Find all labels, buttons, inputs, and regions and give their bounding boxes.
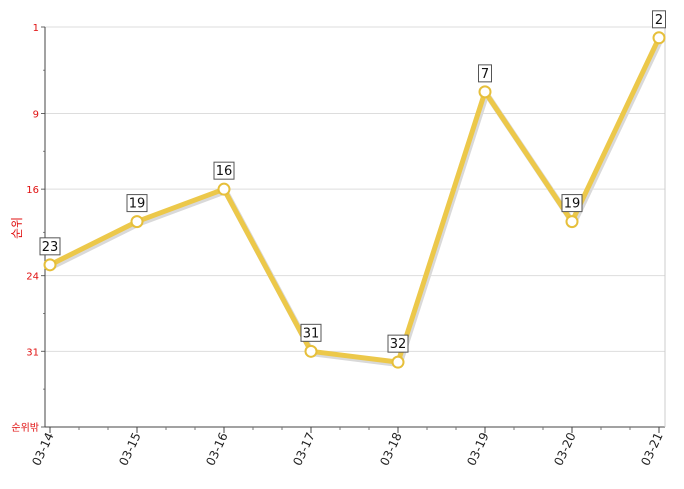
data-label: 19 [129, 197, 146, 212]
x-tick-label: 03-20 [551, 430, 578, 468]
y-tick-label: 16 [26, 185, 39, 196]
data-label-box [126, 194, 148, 213]
data-point [652, 31, 666, 45]
data-label: 2 [655, 13, 663, 28]
x-tick-label: 03-19 [464, 430, 491, 468]
data-label-box [300, 323, 322, 342]
x-tick-label: 03-15 [116, 430, 143, 468]
data-label: 16 [216, 164, 233, 179]
x-tick-label: 03-17 [290, 430, 317, 468]
data-label-box [213, 161, 235, 180]
y-tick-label: 1 [33, 23, 39, 34]
data-label-box [387, 334, 409, 353]
y-tick-label: 24 [26, 272, 39, 283]
data-label: 7 [481, 67, 489, 82]
data-point [217, 182, 231, 196]
data-point [478, 85, 492, 99]
x-tick-label: 03-21 [638, 430, 665, 468]
y-axis-title: 순위 [10, 217, 24, 239]
data-label: 23 [42, 240, 59, 255]
x-tick-label: 03-18 [377, 430, 404, 468]
data-label-box [652, 10, 666, 29]
data-label-box [478, 64, 492, 83]
data-point [304, 344, 318, 358]
data-point [391, 355, 405, 369]
data-label-box [561, 194, 583, 213]
data-label: 32 [390, 337, 407, 352]
x-tick-label: 03-16 [203, 430, 230, 468]
data-point [565, 215, 579, 229]
y-tick-label: 31 [26, 347, 39, 358]
series-line [47, 35, 662, 365]
data-label: 31 [303, 326, 320, 341]
x-tick-label: 03-14 [29, 430, 56, 468]
data-label-box [39, 237, 61, 256]
data-point [43, 258, 57, 272]
y-tick-label: 9 [33, 109, 39, 120]
y-tick-label: 순위밖 [11, 421, 39, 434]
data-label: 19 [564, 197, 581, 212]
data-point [130, 215, 144, 229]
grid-lines [45, 26, 665, 352]
